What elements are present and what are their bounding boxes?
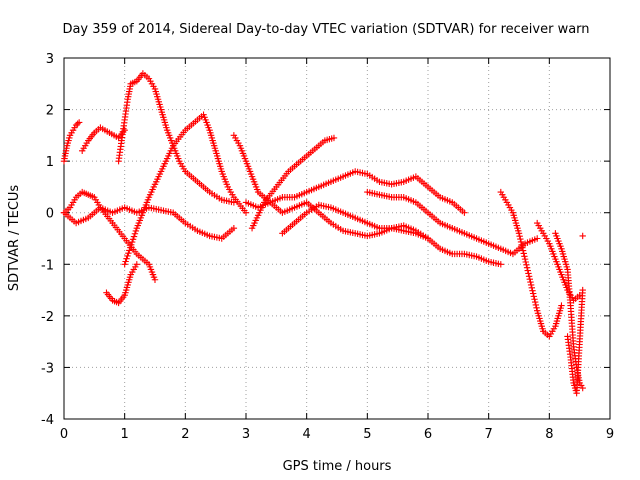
data-point bbox=[242, 209, 250, 216]
data-point bbox=[517, 238, 525, 246]
satellite-track-1 bbox=[60, 119, 83, 165]
data-point bbox=[529, 290, 537, 297]
satellite-track-16 bbox=[564, 286, 586, 397]
data-point bbox=[515, 230, 523, 237]
x-tick-label: 1 bbox=[121, 427, 129, 442]
data-point bbox=[151, 276, 159, 283]
plot-frame bbox=[63, 57, 611, 420]
data-point bbox=[130, 233, 138, 240]
satellite-track-3 bbox=[115, 70, 238, 206]
data-point bbox=[525, 273, 533, 280]
data-point bbox=[521, 255, 529, 263]
data-point bbox=[527, 281, 535, 289]
data-point bbox=[516, 233, 523, 240]
data-point bbox=[530, 293, 538, 300]
satellite-track-5 bbox=[60, 188, 159, 283]
satellite-track-8 bbox=[230, 132, 432, 242]
satellite-track-14 bbox=[534, 219, 583, 304]
data-point bbox=[520, 250, 527, 257]
data-point bbox=[526, 275, 533, 283]
data-point bbox=[532, 301, 540, 309]
data-point bbox=[531, 298, 539, 306]
data-point bbox=[123, 255, 130, 262]
data-point bbox=[74, 120, 81, 127]
y-tick-labels: -4 -3 -2 -1 0 1 2 3 bbox=[41, 52, 54, 428]
x-axis-label: GPS time / hours bbox=[283, 459, 392, 474]
data-point bbox=[525, 270, 532, 277]
x-tick-labels: 0 1 2 3 4 5 6 7 8 9 bbox=[60, 427, 614, 442]
data-point bbox=[519, 244, 526, 251]
data-point bbox=[519, 247, 527, 254]
data-point bbox=[579, 232, 586, 240]
data-point bbox=[518, 241, 525, 249]
x-tick-label: 9 bbox=[606, 427, 614, 442]
data-point bbox=[75, 119, 83, 126]
data-point bbox=[579, 384, 586, 392]
data-point bbox=[533, 304, 540, 312]
data-point bbox=[497, 261, 504, 268]
axis-ticks bbox=[63, 57, 611, 420]
data-point bbox=[461, 209, 468, 216]
y-tick-label: -1 bbox=[41, 258, 54, 273]
y-tick-label: -4 bbox=[41, 413, 54, 428]
x-tick-label: 5 bbox=[363, 427, 371, 442]
satellite-track-12 bbox=[364, 188, 541, 258]
data-point bbox=[528, 284, 536, 291]
y-tick-label: 2 bbox=[46, 104, 54, 119]
data-point bbox=[133, 261, 140, 268]
data-point bbox=[122, 258, 129, 265]
data-point bbox=[534, 235, 541, 242]
satellite-track-11 bbox=[279, 201, 504, 268]
satellite-track-4 bbox=[121, 111, 250, 268]
satellite-track-7 bbox=[60, 204, 238, 242]
data-point bbox=[129, 236, 137, 243]
y-tick-label: -2 bbox=[41, 310, 54, 325]
satellite-track-10 bbox=[242, 168, 468, 216]
y-tick-label: -3 bbox=[41, 361, 54, 376]
data-point bbox=[124, 252, 131, 260]
data-points bbox=[60, 70, 586, 397]
data-point bbox=[531, 296, 538, 303]
y-tick-label: 0 bbox=[46, 207, 54, 222]
data-point bbox=[330, 134, 338, 142]
data-point bbox=[558, 302, 565, 309]
y-axis-label: SDTVAR / TECUs bbox=[7, 185, 22, 292]
data-point bbox=[529, 287, 536, 294]
data-point bbox=[523, 261, 530, 269]
x-tick-label: 8 bbox=[545, 427, 553, 442]
grid bbox=[64, 58, 610, 419]
x-tick-label: 2 bbox=[181, 427, 189, 442]
data-point bbox=[517, 235, 524, 243]
x-tick-label: 0 bbox=[60, 427, 68, 442]
y-tick-label: 3 bbox=[46, 52, 54, 67]
data-point bbox=[125, 249, 132, 257]
data-point bbox=[230, 224, 238, 232]
data-point bbox=[132, 227, 140, 235]
satellite-track-9 bbox=[248, 134, 338, 232]
data-point bbox=[527, 278, 534, 286]
data-point bbox=[521, 253, 528, 260]
x-tick-label: 7 bbox=[485, 427, 493, 442]
satellite-track-17 bbox=[579, 232, 586, 240]
data-point bbox=[579, 286, 586, 294]
satellite-track-6 bbox=[103, 261, 140, 307]
data-point bbox=[121, 261, 128, 268]
x-tick-label: 3 bbox=[242, 427, 250, 442]
data-point bbox=[131, 230, 139, 237]
data-point bbox=[523, 264, 531, 271]
data-point bbox=[522, 258, 529, 266]
chart-title: Day 359 of 2014, Sidereal Day-to-day VTE… bbox=[62, 22, 589, 37]
y-tick-label: 1 bbox=[46, 155, 54, 170]
x-tick-label: 6 bbox=[424, 427, 432, 442]
x-tick-label: 4 bbox=[303, 427, 311, 442]
data-point bbox=[524, 267, 531, 274]
satellite-track-13 bbox=[497, 188, 565, 340]
